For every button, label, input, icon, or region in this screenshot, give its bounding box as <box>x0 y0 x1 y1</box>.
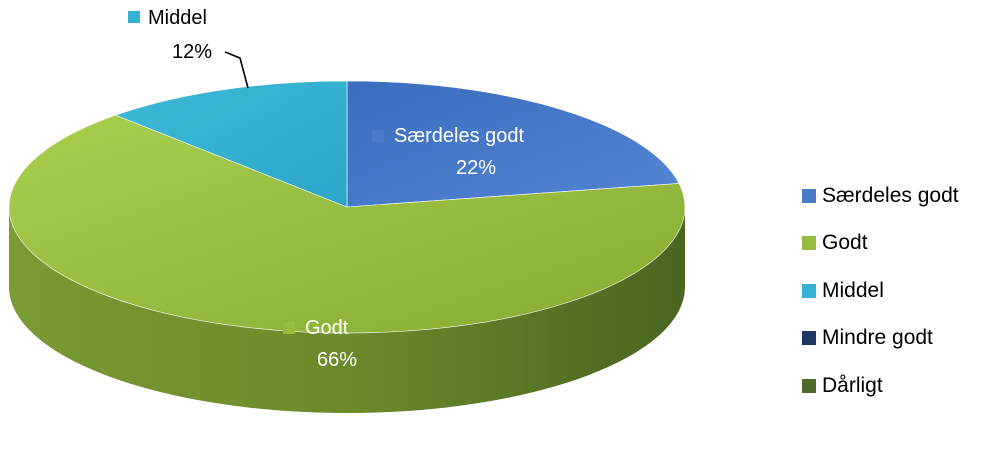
legend-label: Særdeles godt <box>822 184 959 208</box>
legend-item: Særdeles godt <box>802 172 959 220</box>
data-label-middel: Middel 12% <box>128 7 248 88</box>
legend-label: Mindre godt <box>822 326 933 350</box>
legend-swatch <box>802 379 816 393</box>
legend-item: Middel <box>802 267 959 315</box>
legend-swatch <box>802 236 816 250</box>
data-label-category: Godt <box>305 317 349 339</box>
legend-item: Mindre godt <box>802 315 959 363</box>
legend-swatch <box>802 331 816 345</box>
legend-swatch <box>802 284 816 298</box>
data-label-value: 22% <box>456 157 496 179</box>
legend-label: Dårligt <box>822 374 883 398</box>
data-label-category: Særdeles godt <box>394 125 525 147</box>
legend-swatch <box>802 189 816 203</box>
legend-item: Dårligt <box>802 362 959 410</box>
legend-label: Godt <box>822 231 868 255</box>
leader-line <box>225 52 248 88</box>
legend-label: Middel <box>822 279 884 303</box>
data-label-swatch <box>372 130 384 142</box>
legend-item: Godt <box>802 220 959 268</box>
chart-legend: Særdeles godt Godt Middel Mindre godt Dårlig… <box>802 172 959 410</box>
data-label-category: Middel <box>148 7 207 29</box>
data-label-value: 12% <box>172 41 212 63</box>
data-label-swatch <box>283 322 295 334</box>
data-label-swatch <box>128 11 140 23</box>
data-label-value: 66% <box>317 349 357 371</box>
